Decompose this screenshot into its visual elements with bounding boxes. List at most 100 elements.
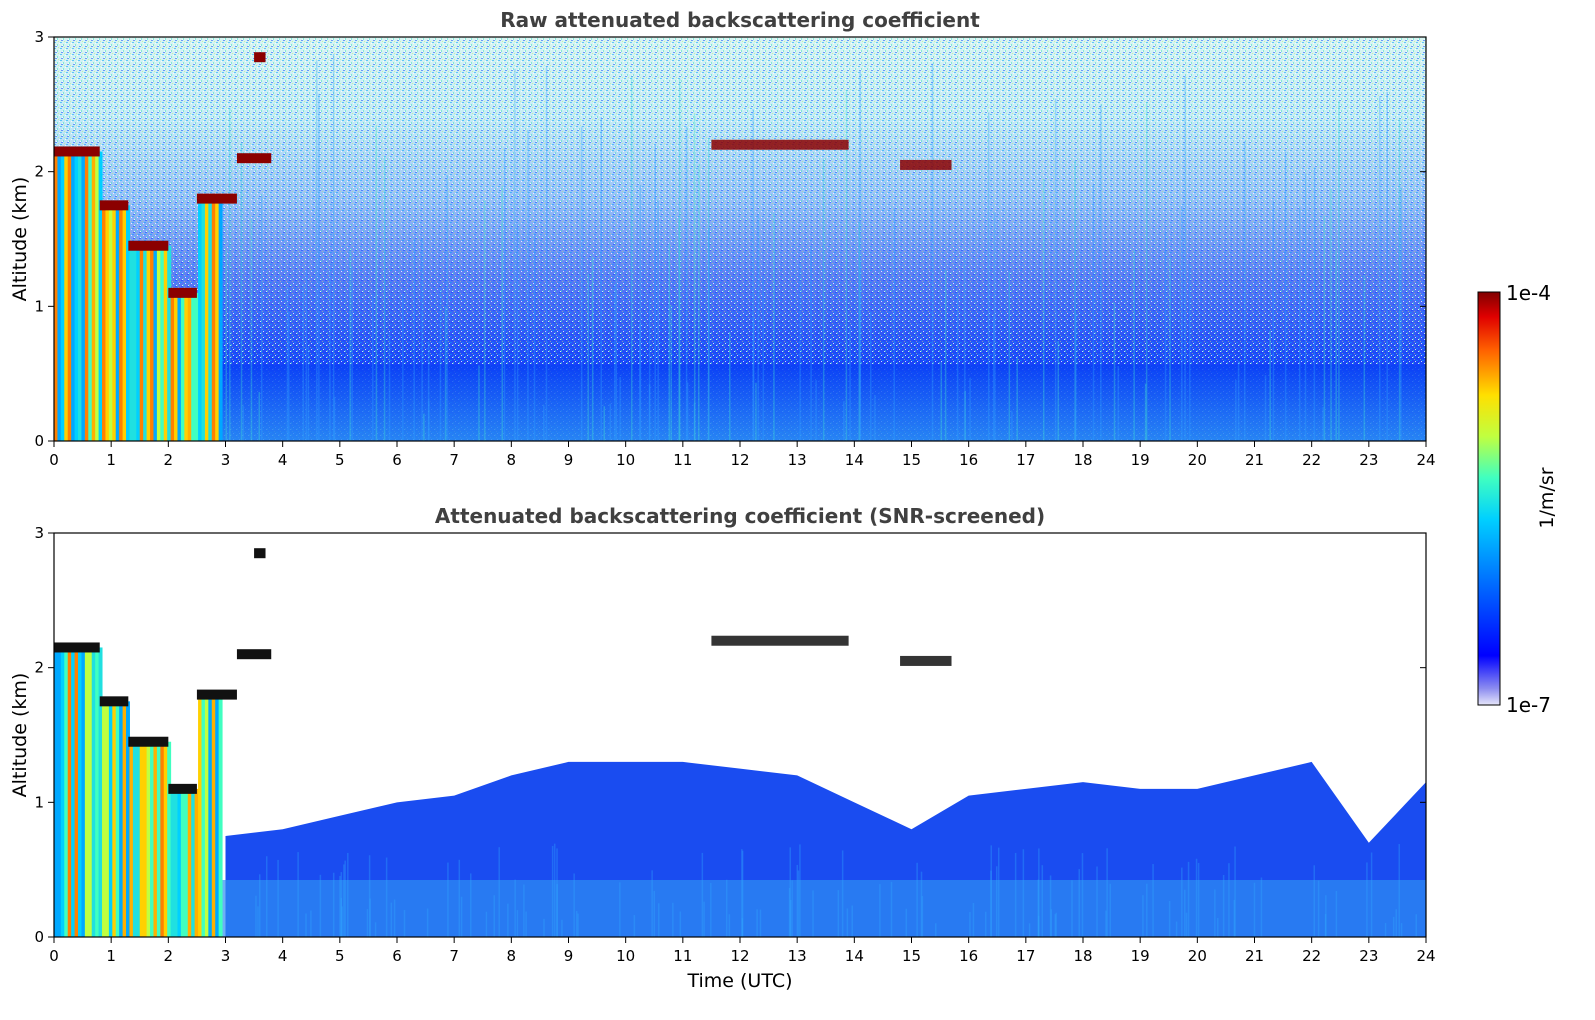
signal-streak <box>478 365 480 441</box>
x-tick-label: 16 <box>959 947 978 965</box>
cloud-layer <box>236 153 272 164</box>
low-cloud-column <box>218 198 223 441</box>
low-cloud-column <box>84 647 89 937</box>
cloud-layer <box>196 689 237 700</box>
signal-streak <box>286 286 289 441</box>
signal-streak <box>633 915 636 937</box>
signal-streak <box>1055 912 1057 937</box>
signal-streak <box>995 866 998 937</box>
x-tick-label: 19 <box>1131 451 1150 469</box>
signal-streak <box>693 113 696 441</box>
signal-streak <box>893 207 895 441</box>
signal-streak <box>1105 910 1107 937</box>
signal-streak <box>1233 899 1236 937</box>
signal-streak <box>707 138 710 441</box>
cloud-layer <box>168 783 197 794</box>
low-cloud-column <box>78 647 82 937</box>
x-tick-label: 15 <box>902 451 921 469</box>
signal-streak <box>1325 895 1327 937</box>
signal-streak <box>1217 917 1219 937</box>
signal-streak <box>1117 366 1120 441</box>
signal-streak <box>258 392 261 441</box>
signal-streak <box>1330 188 1332 441</box>
signal-streak <box>1081 853 1084 937</box>
x-tick-label: 4 <box>278 451 288 469</box>
signal-streak <box>1415 914 1418 937</box>
low-cloud-column <box>64 151 69 441</box>
signal-streak <box>603 406 606 441</box>
panel-screened-heatmap <box>54 533 1426 937</box>
x-tick-label: 8 <box>507 451 517 469</box>
signal-streak <box>859 71 861 441</box>
signal-streak <box>1189 264 1191 441</box>
signal-streak <box>577 913 579 937</box>
cloud-layer <box>711 635 849 646</box>
signal-streak <box>545 66 548 441</box>
signal-streak <box>1378 96 1381 441</box>
signal-streak <box>333 396 336 441</box>
low-cloud-column <box>174 292 178 441</box>
signal-streak <box>1284 151 1287 441</box>
low-cloud-column <box>136 741 141 937</box>
y-tick-label: 2 <box>34 659 44 677</box>
low-cloud-column <box>201 694 206 937</box>
signal-streak <box>1144 383 1147 441</box>
signal-streak <box>1187 861 1190 937</box>
x-tick-label: 8 <box>507 947 517 965</box>
low-cloud-column <box>95 151 100 441</box>
signal-streak <box>685 126 688 441</box>
signal-streak <box>841 850 844 937</box>
cloud-layer <box>254 548 266 559</box>
signal-streak <box>822 158 825 441</box>
signal-streak <box>678 217 680 441</box>
signal-streak <box>339 875 341 937</box>
low-cloud-column <box>122 701 127 937</box>
signal-streak <box>969 912 971 937</box>
signal-streak <box>383 156 386 441</box>
x-tick-label: 1 <box>106 451 116 469</box>
signal-streak <box>1175 921 1178 937</box>
signal-streak <box>351 266 353 441</box>
signal-streak <box>879 884 881 937</box>
signal-streak <box>934 923 937 937</box>
signal-streak <box>580 126 583 441</box>
signal-streak <box>653 890 656 937</box>
signal-streak <box>1050 909 1053 937</box>
low-cloud-column <box>184 292 189 441</box>
low-cloud-column <box>60 647 65 937</box>
signal-streak <box>648 297 651 441</box>
signal-streak <box>573 873 575 937</box>
low-cloud-column <box>98 151 103 441</box>
signal-streak <box>1260 877 1263 937</box>
signal-streak <box>543 918 545 937</box>
signal-streak <box>1317 880 1320 937</box>
signal-streak <box>1324 914 1327 937</box>
signal-streak <box>1049 875 1052 937</box>
low-cloud-column <box>129 245 134 441</box>
low-cloud-column <box>153 741 158 937</box>
cloud-layer <box>168 287 197 298</box>
cloud-layer <box>900 159 952 170</box>
x-tick-label: 18 <box>1073 451 1092 469</box>
low-cloud-column <box>54 647 58 937</box>
x-tick-label: 5 <box>335 451 345 469</box>
signal-streak <box>697 164 700 441</box>
signal-streak <box>374 922 377 937</box>
x-tick-label: 24 <box>1416 947 1435 965</box>
low-cloud-column <box>119 205 124 441</box>
signal-streak <box>994 212 996 441</box>
signal-streak <box>297 852 299 937</box>
signal-streak <box>1322 407 1324 441</box>
signal-streak <box>799 263 801 441</box>
signal-streak <box>708 228 710 441</box>
signal-streak <box>287 312 290 441</box>
signal-streak <box>1096 866 1098 937</box>
low-cloud-column <box>81 647 86 937</box>
low-cloud-column <box>191 292 196 441</box>
low-cloud-column <box>156 741 161 937</box>
signal-streak <box>1011 411 1013 441</box>
low-cloud-column <box>150 245 154 441</box>
cloud-layer <box>900 655 952 666</box>
signal-streak <box>329 267 331 441</box>
signal-streak <box>1335 250 1337 441</box>
